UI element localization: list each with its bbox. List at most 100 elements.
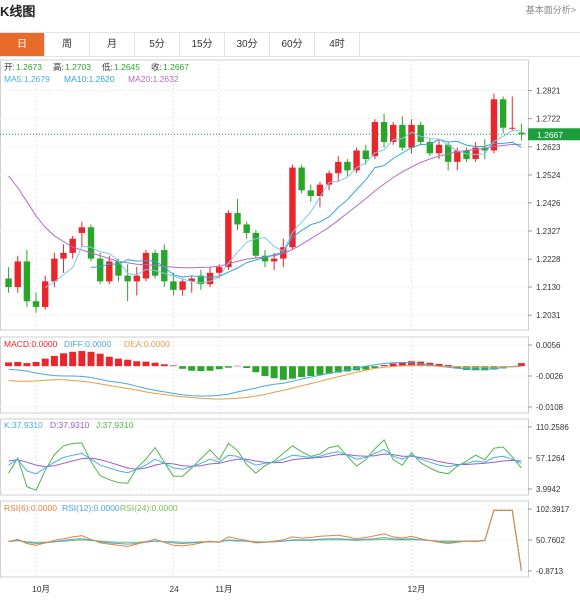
candle-body[interactable] xyxy=(463,150,470,160)
candle-body[interactable] xyxy=(270,258,278,262)
current-price-label: 1.2667 xyxy=(537,130,563,140)
candle-body[interactable] xyxy=(426,141,434,154)
candle-body[interactable] xyxy=(133,275,140,282)
candle-body[interactable] xyxy=(252,232,260,256)
candle-body[interactable] xyxy=(243,224,250,233)
candle-body[interactable] xyxy=(472,147,479,160)
price-y-tick-label: 1.2327 xyxy=(536,227,561,236)
candle-body[interactable] xyxy=(316,184,324,196)
candle-body[interactable] xyxy=(261,255,269,262)
candle-body[interactable] xyxy=(344,161,351,171)
kline-chart: 1.2821 1.2722 1.2623 1.2524 1.2426 1.2327 1.22… xyxy=(0,59,580,594)
macd-dea-line xyxy=(8,364,522,400)
candle-body[interactable] xyxy=(5,278,12,288)
price-panel-frame xyxy=(0,59,529,331)
candle-body[interactable] xyxy=(78,227,86,233)
tab-0[interactable]: 日 xyxy=(0,33,45,56)
candle-body[interactable] xyxy=(142,252,150,279)
macd-bar xyxy=(206,366,214,371)
rsi-y-tick-label: 102.3917 xyxy=(536,505,570,514)
candle-body[interactable] xyxy=(490,99,498,151)
candle-body[interactable] xyxy=(499,99,507,128)
macd-bar xyxy=(169,365,177,367)
candle-body[interactable] xyxy=(14,261,21,288)
tab-1[interactable]: 周 xyxy=(45,33,90,56)
candle-body[interactable] xyxy=(435,144,443,154)
candle-body[interactable] xyxy=(161,250,168,282)
macd-bar xyxy=(32,362,40,367)
candle-body[interactable] xyxy=(234,213,241,225)
candle-body[interactable] xyxy=(353,150,360,171)
macd-bar xyxy=(215,366,223,370)
candle-body[interactable] xyxy=(60,252,67,259)
candle-body[interactable] xyxy=(197,275,205,285)
fundamental-analysis-link[interactable]: 基本面分析> xyxy=(525,5,576,15)
candle-body[interactable] xyxy=(23,261,31,302)
macd-bar xyxy=(50,355,58,367)
candle-body[interactable] xyxy=(454,150,461,162)
candle-body[interactable] xyxy=(124,275,131,282)
candle-body[interactable] xyxy=(509,127,516,129)
candle-body[interactable] xyxy=(106,261,113,282)
macd-bar xyxy=(87,351,95,367)
candle-body[interactable] xyxy=(481,147,488,151)
kdj-legend-item: D:37.9310 xyxy=(50,420,89,430)
candle-body[interactable] xyxy=(179,281,186,290)
candle-body[interactable] xyxy=(115,261,122,276)
tab-4[interactable]: 15分 xyxy=(180,33,225,56)
macd-legend-item: DIFF:0.0000 xyxy=(64,339,112,349)
candle-body[interactable] xyxy=(151,252,159,276)
macd-bar xyxy=(517,363,525,367)
candle-body[interactable] xyxy=(69,238,76,253)
tab-2[interactable]: 月 xyxy=(90,33,135,56)
tab-6[interactable]: 60分 xyxy=(270,33,315,56)
macd-bar xyxy=(41,358,49,367)
macd-bar xyxy=(389,363,397,367)
candle-body[interactable] xyxy=(87,227,95,259)
macd-bar xyxy=(371,366,379,369)
ma20-line xyxy=(8,143,522,269)
candle-body[interactable] xyxy=(362,150,369,160)
macd-histogram xyxy=(5,351,525,380)
price-y-tick-label: 1.2623 xyxy=(536,143,561,152)
candle-body[interactable] xyxy=(42,281,49,307)
tab-5[interactable]: 30分 xyxy=(225,33,270,56)
candle-body[interactable] xyxy=(390,124,397,142)
candle-body[interactable] xyxy=(444,144,452,162)
candle-body[interactable] xyxy=(408,124,415,148)
candle-body[interactable] xyxy=(225,213,232,268)
ma10-line xyxy=(90,138,522,278)
candle-body[interactable] xyxy=(170,281,177,290)
candle-body[interactable] xyxy=(216,267,223,273)
tab-3[interactable]: 5分 xyxy=(135,33,180,56)
candle-body[interactable] xyxy=(335,161,342,174)
candle-body[interactable] xyxy=(325,173,333,185)
candle-body[interactable] xyxy=(417,124,424,142)
candle-body[interactable] xyxy=(371,122,379,157)
candle-body[interactable] xyxy=(32,301,40,307)
macd-bar xyxy=(160,364,168,367)
macd-legend-item: DEA:0.0000 xyxy=(124,339,170,349)
x-tick-label: 24 xyxy=(169,584,179,594)
macd-bar xyxy=(14,362,22,367)
candle-body[interactable] xyxy=(298,167,305,191)
macd-y-tick-label: -0.0026 xyxy=(536,372,564,381)
candle-body[interactable] xyxy=(307,190,314,196)
candle-body[interactable] xyxy=(518,132,525,135)
macd-y-tick-label: -0.0108 xyxy=(536,403,564,412)
candle-body[interactable] xyxy=(399,124,406,148)
price-y-tick-label: 1.2228 xyxy=(536,255,561,264)
tab-7[interactable]: 4时 xyxy=(315,33,360,56)
candle-body[interactable] xyxy=(96,258,104,282)
macd-bar xyxy=(5,362,13,367)
candle-body[interactable] xyxy=(188,278,195,282)
candle-body[interactable] xyxy=(51,258,58,282)
candle-body[interactable] xyxy=(289,167,296,248)
kdj-k-line xyxy=(8,448,522,475)
macd-bar xyxy=(261,366,269,376)
candle-body[interactable] xyxy=(380,122,388,142)
candle-body[interactable] xyxy=(206,272,214,285)
candle-body[interactable] xyxy=(280,247,287,259)
macd-bar xyxy=(114,358,122,367)
macd-bar xyxy=(133,361,141,367)
